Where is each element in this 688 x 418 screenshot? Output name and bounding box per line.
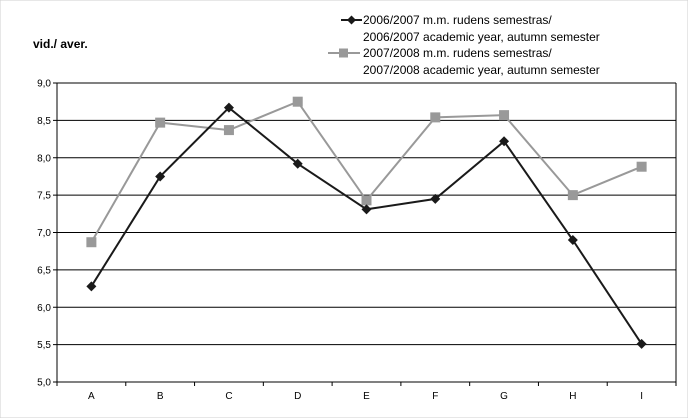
y-axis-label: vid./ aver. (33, 37, 88, 51)
data-point-series-2-I (636, 161, 647, 172)
data-point-series-1-B (155, 171, 166, 182)
data-point-series-2-B (155, 117, 166, 128)
data-point-series-2-E (361, 195, 372, 206)
data-point-series-1-I (636, 338, 647, 349)
data-point-series-1-E (361, 204, 372, 215)
legend-marker-series-2 (339, 48, 348, 58)
legend-label-series-2-line-2: 2007/2008 academic year, autumn semester (363, 63, 600, 77)
x-tick-label: H (569, 391, 576, 402)
y-tick-label: 5,0 (37, 378, 51, 389)
y-tick-label: 7,5 (37, 191, 51, 202)
x-tick-label: A (88, 391, 95, 402)
data-point-series-1-F (430, 193, 441, 204)
legend: 2006/2007 m.m. rudens semestras/ 2006/20… (328, 13, 600, 77)
data-point-series-2-D (292, 96, 303, 107)
x-tick-label: B (157, 391, 164, 402)
data-point-series-1-H (567, 234, 578, 245)
data-point-series-1-A (86, 281, 97, 292)
y-tick-label: 6,5 (37, 265, 51, 276)
legend-marker-series-1 (347, 15, 356, 25)
data-point-series-1-G (499, 136, 510, 147)
series-layer (86, 96, 647, 349)
data-point-series-1-C (223, 102, 234, 113)
y-tick-label: 9,0 (37, 79, 51, 90)
data-point-series-1-D (292, 158, 303, 169)
y-tick-label: 8,5 (37, 116, 51, 127)
y-tick-label: 6,0 (37, 303, 51, 314)
x-tick-label: F (432, 391, 438, 402)
x-tick-label: G (500, 391, 508, 402)
data-point-series-2-C (223, 125, 234, 136)
legend-label-series-1-line-2: 2006/2007 academic year, autumn semester (363, 30, 600, 44)
data-point-series-2-A (86, 237, 97, 248)
data-point-series-2-G (499, 110, 510, 121)
y-tick-label: 5,5 (37, 340, 51, 351)
x-tick-label: E (363, 391, 370, 402)
x-tick-label: D (294, 391, 301, 402)
axes: 5,0 5,5 6,0 6,5 7,0 7,5 8,0 8,5 9,0 A B C D E F G H I (37, 79, 677, 402)
data-point-series-2-F (430, 112, 441, 123)
data-point-series-2-H (567, 190, 578, 201)
legend-label-series-2-line-1: 2007/2008 m.m. rudens semestras/ (363, 46, 552, 60)
x-tick-label: I (640, 391, 643, 402)
x-tick-label: C (225, 391, 232, 402)
y-tick-label: 7,0 (37, 228, 51, 239)
y-tick-label: 8,0 (37, 153, 51, 164)
legend-label-series-1-line-1: 2006/2007 m.m. rudens semestras/ (363, 13, 552, 27)
